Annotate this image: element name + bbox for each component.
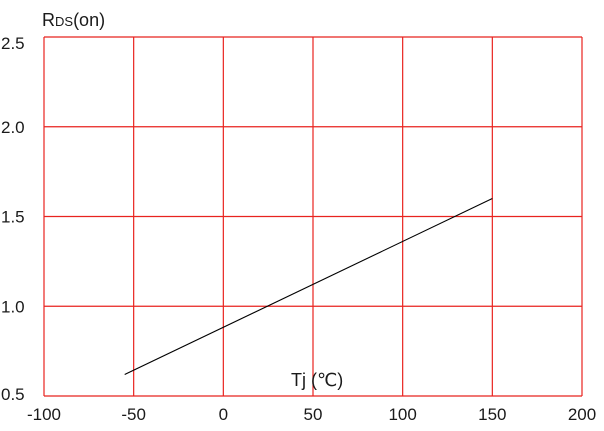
y-tick-label: 1.5 xyxy=(1,208,25,227)
x-tick-labels: -100 -50 0 50 100 150 200 xyxy=(27,405,596,424)
series-group xyxy=(124,198,493,375)
y-tick-label: 1.0 xyxy=(1,297,25,316)
y-axis-label-main: R xyxy=(42,10,55,30)
x-tick-label: 0 xyxy=(219,405,228,424)
x-axis-label: Tj (℃) xyxy=(291,370,343,390)
y-axis-label-suffix: (on) xyxy=(73,10,105,30)
x-tick-label: -100 xyxy=(27,405,61,424)
y-axis-label-sub: DS xyxy=(55,14,73,29)
y-tick-label: 2.5 xyxy=(1,34,25,53)
x-tick-label: 150 xyxy=(478,405,506,424)
series-line xyxy=(124,198,493,375)
x-tick-label: 50 xyxy=(304,405,323,424)
grid xyxy=(43,36,583,397)
y-axis-label: RDS(on) xyxy=(42,10,105,30)
y-tick-label: 0.5 xyxy=(1,385,25,404)
x-tick-label: 200 xyxy=(568,405,596,424)
y-tick-label: 2.0 xyxy=(1,118,25,137)
x-tick-label: 100 xyxy=(388,405,416,424)
x-tick-label: -50 xyxy=(121,405,146,424)
y-tick-labels: 0.5 1.0 1.5 2.0 2.5 xyxy=(1,34,25,404)
